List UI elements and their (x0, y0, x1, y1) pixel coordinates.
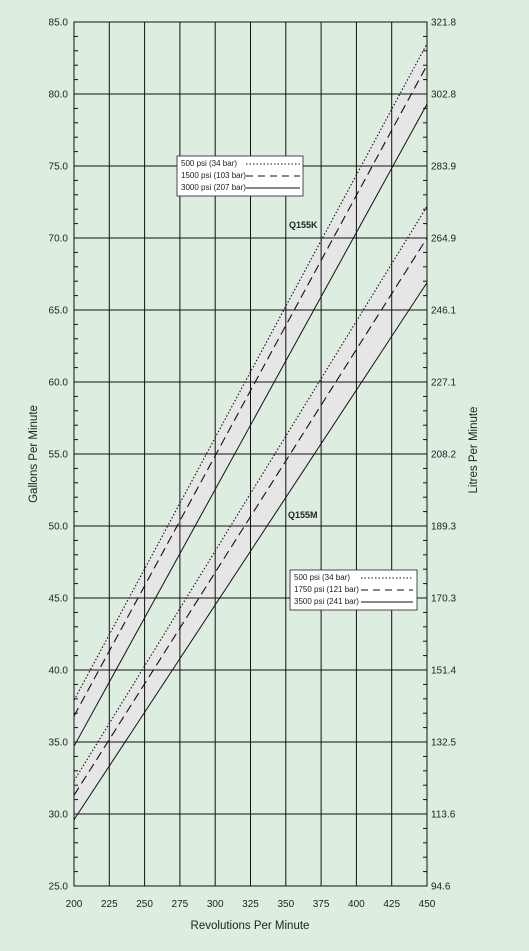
series-q155m-dotted (73, 206, 428, 782)
x-tick-label: 200 (66, 899, 83, 910)
group-label-q155m: Q155M (288, 510, 318, 520)
legend-q155m-item-2: 3500 psi (241 bar) (294, 597, 359, 606)
group-label-q155k: Q155K (289, 220, 318, 230)
y-tick-label-right: 302.8 (431, 90, 456, 101)
y-tick-label-left: 40.0 (49, 666, 69, 677)
y-tick-label-right: 151.4 (431, 666, 456, 677)
plot-frame (73, 21, 428, 887)
x-tick-label: 375 (313, 899, 330, 910)
ticks: 200 225 250 275 300 325 350 375 400 425 450 25.0 94.… (49, 18, 457, 911)
y-tick-label-left: 25.0 (49, 882, 69, 893)
y-tick-label-left: 50.0 (49, 522, 69, 533)
y-tick-label-right: 283.9 (431, 162, 456, 173)
series-q155m-dashed (73, 237, 428, 796)
y-tick-label-left: 70.0 (49, 234, 69, 245)
y-tick-label-left: 85.0 (49, 18, 69, 29)
y-tick-label-left: 35.0 (49, 738, 69, 749)
legend-q155m: 500 psi (34 bar) 1750 psi (121 bar) 3500… (289, 569, 418, 611)
y-tick-label-right: 132.5 (431, 738, 456, 749)
x-tick-label: 450 (419, 899, 436, 910)
legend-q155k-item-1: 1500 psi (103 bar) (181, 171, 246, 180)
y-axis-title-right: Litres Per Minute (468, 407, 480, 494)
x-tick-label: 275 (172, 899, 189, 910)
x-tick-label: 325 (242, 899, 259, 910)
y-tick-label-right: 113.6 (431, 810, 456, 821)
y-axis-title-left: Gallons Per Minute (28, 405, 40, 503)
legend-q155k: 500 psi (34 bar) 1500 psi (103 bar) 3000… (176, 155, 304, 197)
y-tick-label-right: 264.9 (431, 234, 456, 245)
series-q155k-solid (73, 103, 428, 747)
y-tick-label-left: 55.0 (49, 450, 69, 461)
x-tick-label: 400 (348, 899, 365, 910)
y-tick-label-left: 60.0 (49, 378, 69, 389)
y-tick-label-right: 189.3 (431, 522, 456, 533)
y-tick-label-right: 246.1 (431, 306, 456, 317)
x-axis-title: Revolutions Per Minute (191, 920, 310, 932)
x-tick-label: 300 (207, 899, 224, 910)
x-tick-label: 225 (101, 899, 118, 910)
legend-q155k-item-2: 3000 psi (207 bar) (181, 183, 246, 192)
y-tick-label-left: 65.0 (49, 306, 69, 317)
series (73, 43, 428, 821)
series-q155k-dashed (73, 64, 428, 717)
legend-q155m-item-0: 500 psi (34 bar) (294, 573, 350, 582)
y-tick-label-right: 170.3 (431, 594, 456, 605)
y-tick-label-left: 30.0 (49, 810, 69, 821)
x-tick-label: 350 (277, 899, 294, 910)
x-tick-label: 425 (383, 899, 400, 910)
x-tick-label: 250 (136, 899, 153, 910)
y-tick-label-left: 45.0 (49, 594, 69, 605)
y-tick-label-right: 208.2 (431, 450, 456, 461)
y-tick-label-left: 80.0 (49, 90, 69, 101)
legend-q155m-item-1: 1750 psi (121 bar) (294, 585, 359, 594)
legend-q155k-item-0: 500 psi (34 bar) (181, 159, 237, 168)
y-tick-label-right: 227.1 (431, 378, 456, 389)
legend-q155m-box (289, 569, 418, 611)
series-q155m-solid (73, 282, 428, 821)
y-tick-label-right: 321.8 (431, 18, 456, 29)
y-tick-label-right: 94.6 (431, 882, 451, 893)
y-tick-label-left: 75.0 (49, 162, 69, 173)
